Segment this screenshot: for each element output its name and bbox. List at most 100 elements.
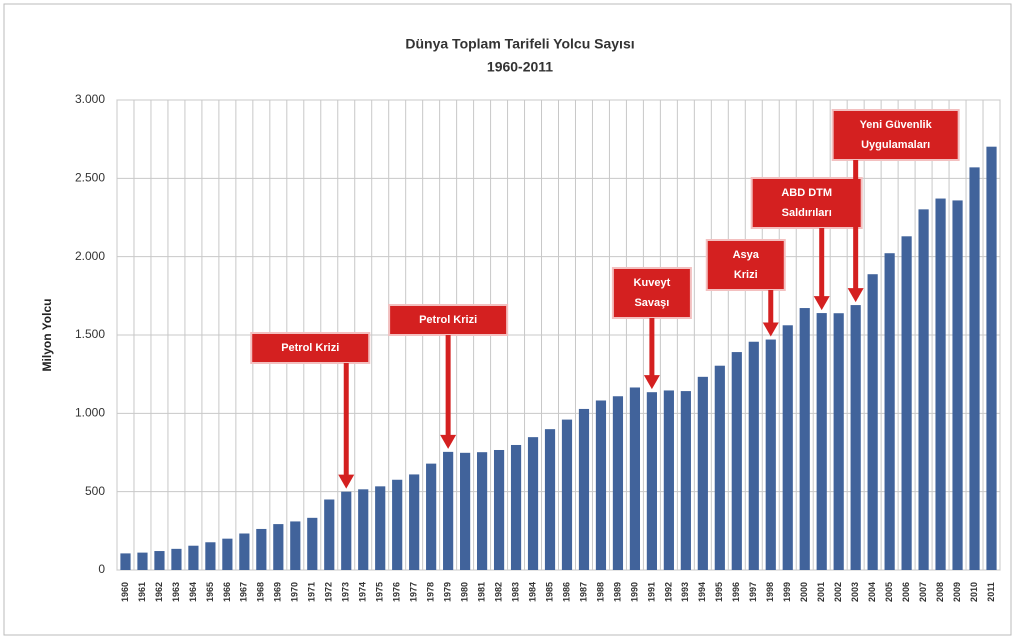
- x-tick-label: 1997: [748, 582, 758, 602]
- bar: [935, 198, 946, 570]
- bar: [765, 339, 776, 570]
- bar: [901, 236, 912, 571]
- bar: [612, 396, 624, 570]
- x-tick-label: 1992: [663, 582, 673, 602]
- bar: [324, 499, 335, 570]
- bar: [120, 553, 131, 570]
- x-tick-label: 2002: [833, 582, 843, 602]
- annotation-box: [750, 177, 863, 229]
- bar: [782, 325, 793, 570]
- x-tick-label: 1999: [782, 582, 792, 602]
- bar: [850, 305, 861, 570]
- y-tick-label: 2.000: [75, 249, 105, 263]
- x-tick-label: 1983: [510, 582, 520, 602]
- bar: [239, 533, 250, 570]
- x-tick-label: 1962: [154, 582, 164, 602]
- x-tick-label: 2001: [816, 582, 826, 602]
- x-tick-label: 1972: [324, 582, 334, 602]
- y-tick-label: 0: [98, 562, 105, 576]
- bar: [884, 253, 895, 570]
- bar: [222, 538, 233, 570]
- bar: [154, 551, 165, 570]
- y-tick-label: 1.000: [75, 406, 105, 420]
- bar: [629, 387, 641, 570]
- bar: [731, 352, 742, 570]
- x-tick-label: 2007: [918, 582, 928, 602]
- x-tick-label: 1984: [527, 582, 537, 602]
- bar: [833, 313, 844, 570]
- annotation-text: Uygulamaları: [861, 139, 930, 151]
- annotation-box: [611, 267, 692, 319]
- y-tick-label: 500: [85, 484, 105, 498]
- x-tick-label: 1982: [493, 582, 503, 602]
- x-tick-label: 1986: [561, 582, 571, 602]
- annotation-arrowhead: [440, 434, 457, 449]
- bar: [680, 391, 691, 570]
- bar: [867, 274, 878, 570]
- x-tick-label: 1979: [443, 582, 453, 602]
- annotation-arrowhead: [847, 288, 864, 303]
- x-tick-label: 1971: [307, 582, 317, 602]
- bar: [443, 451, 454, 570]
- x-tick-label: 2008: [935, 582, 945, 602]
- x-tick-label: 1987: [578, 582, 588, 602]
- bar: [476, 452, 488, 570]
- x-tick-label: 1970: [290, 582, 300, 602]
- bar: [561, 419, 573, 570]
- bar: [493, 449, 505, 570]
- x-tick-label: 1989: [612, 582, 622, 602]
- x-tick-label: 1988: [595, 582, 605, 602]
- bar: [510, 444, 522, 570]
- annotation-arrowhead: [762, 322, 779, 337]
- bar: [171, 548, 182, 570]
- bar: [595, 400, 607, 570]
- x-tick-label: 1996: [731, 582, 741, 602]
- bar: [816, 313, 827, 570]
- bar: [969, 167, 980, 570]
- bar: [714, 365, 725, 570]
- x-tick-label: 1978: [426, 582, 436, 602]
- bar: [646, 392, 657, 570]
- bar: [748, 341, 759, 570]
- x-tick-label: 1985: [544, 582, 554, 602]
- annotation-text: Kuveyt: [634, 277, 671, 289]
- x-tick-label: 1995: [714, 582, 724, 602]
- x-tick-label: 1994: [697, 582, 707, 602]
- bar: [578, 408, 590, 570]
- annotation-text: Krizi: [734, 269, 758, 281]
- bar: [188, 545, 199, 570]
- x-tick-label: 1966: [222, 582, 232, 602]
- bar: [409, 474, 420, 570]
- annotation-arrowhead: [338, 474, 355, 489]
- x-tick-label: 2005: [884, 582, 894, 602]
- annotation-text: Saldırıları: [782, 207, 832, 219]
- x-tick-label: 1965: [205, 582, 215, 602]
- y-tick-label: 1.500: [75, 327, 105, 341]
- bar: [697, 376, 708, 570]
- annotation-box: [250, 332, 371, 364]
- annotation-arrowhead: [813, 296, 830, 311]
- chart-title: Dünya Toplam Tarifeli Yolcu Sayısı: [405, 36, 634, 52]
- bar: [527, 437, 539, 570]
- bar: [986, 146, 997, 571]
- y-tick-label: 3.000: [75, 92, 105, 106]
- chart-subtitle: 1960-2011: [487, 59, 553, 75]
- annotation-text: Yeni Güvenlik: [860, 119, 933, 131]
- bar: [799, 308, 810, 570]
- x-tick-label: 1961: [137, 582, 147, 602]
- bar: [460, 452, 471, 570]
- x-tick-label: 1963: [171, 582, 181, 602]
- annotation-text: Asya: [733, 249, 760, 261]
- x-tick-label: 1993: [680, 582, 690, 602]
- bar: [426, 463, 437, 570]
- x-tick-label: 1968: [256, 582, 266, 602]
- annotation-box: [705, 239, 786, 291]
- bar: [375, 486, 386, 570]
- x-tick-label: 1980: [459, 582, 469, 602]
- x-tick-label: 1976: [392, 582, 402, 602]
- bar: [205, 542, 216, 570]
- x-tick-label: 1964: [188, 582, 198, 602]
- x-tick-label: 2003: [850, 582, 860, 602]
- y-axis-label: Milyon Yolcu: [40, 299, 54, 372]
